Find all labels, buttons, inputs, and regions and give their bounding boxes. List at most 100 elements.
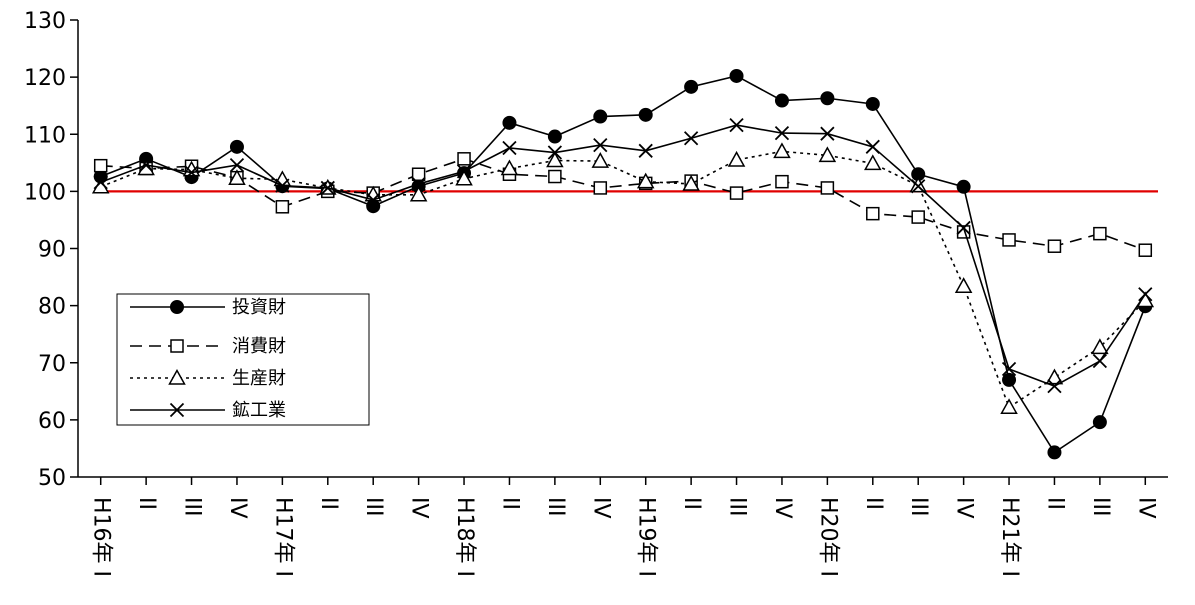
data-point <box>320 180 335 196</box>
x-tick-label: H18年 I <box>452 497 477 577</box>
y-tick-label: 60 <box>38 409 66 434</box>
x-tick-label: H17年 I <box>270 497 295 577</box>
legend-box <box>116 293 370 426</box>
y-tick-label: 100 <box>24 180 66 205</box>
data-point <box>500 159 519 176</box>
data-point <box>911 179 926 194</box>
x-tick-label: II <box>316 497 341 510</box>
series-group <box>91 68 1155 460</box>
data-point <box>228 169 246 185</box>
x-tick-label: IV <box>225 497 250 519</box>
data-point <box>1092 353 1108 369</box>
data-point <box>638 107 653 122</box>
data-point <box>411 176 426 192</box>
x-tick-label: H19年 I <box>634 497 659 577</box>
data-point <box>457 152 471 166</box>
data-point <box>184 165 199 180</box>
y-tick-label: 50 <box>38 466 66 491</box>
data-point <box>820 181 835 195</box>
data-point <box>1091 338 1109 355</box>
y-tick-label: 130 <box>24 9 66 34</box>
data-point <box>229 139 244 154</box>
x-tick-label: II <box>134 497 159 510</box>
data-point <box>1001 361 1017 377</box>
legend-label: 消費財 <box>232 336 286 357</box>
series-line <box>100 124 1146 388</box>
data-point <box>954 277 973 293</box>
y-tick-label: 110 <box>24 123 66 148</box>
data-point <box>775 174 789 189</box>
legend-label: 投資財 <box>232 297 286 318</box>
x-tick-label: IV <box>588 497 613 519</box>
data-point <box>682 174 700 191</box>
x-ticks: H16年 I II III IV H17年 I II III IV H18年 I II III IV H… <box>89 477 1158 577</box>
data-point <box>636 172 655 189</box>
data-point <box>548 169 562 184</box>
data-point <box>911 210 925 224</box>
x-tick-label: IV <box>407 497 432 519</box>
data-point <box>1045 368 1064 385</box>
x-tick-label: IV <box>952 497 977 519</box>
data-point <box>865 96 880 111</box>
data-point <box>1047 445 1062 460</box>
data-point <box>593 181 608 195</box>
data-point <box>683 131 699 146</box>
x-tick-label: II <box>1042 497 1067 510</box>
data-point <box>138 157 154 173</box>
x-tick-label: III <box>180 497 205 516</box>
x-tick-label: III <box>725 497 750 516</box>
data-point <box>275 178 290 193</box>
data-point <box>864 154 882 171</box>
data-point <box>593 109 608 124</box>
data-point <box>818 146 837 163</box>
y-tick-label: 120 <box>24 66 66 91</box>
data-point <box>411 167 426 181</box>
data-point <box>774 93 789 108</box>
data-point <box>93 175 108 190</box>
data-point <box>546 151 564 168</box>
series-4 <box>93 117 1153 394</box>
x-tick-label: IV <box>1133 497 1158 519</box>
data-point <box>1138 243 1153 257</box>
data-point <box>909 176 927 193</box>
x-tick-label: II <box>497 497 522 510</box>
legend-marker <box>170 300 184 314</box>
legend-label: 生産財 <box>232 368 286 389</box>
data-point <box>1093 226 1107 241</box>
y-tick-label: 70 <box>38 352 66 377</box>
data-point <box>455 169 473 186</box>
data-point <box>820 126 835 141</box>
data-point <box>865 139 880 154</box>
data-point <box>956 179 971 194</box>
data-point <box>547 145 563 160</box>
series-line <box>100 157 1146 251</box>
data-point <box>456 164 472 179</box>
data-point <box>956 220 971 236</box>
data-point <box>729 186 744 200</box>
x-tick-label: IV <box>770 497 795 519</box>
data-point <box>1092 415 1107 430</box>
data-point <box>409 185 428 202</box>
data-point <box>502 140 517 156</box>
data-point <box>684 79 699 94</box>
data-point <box>820 91 835 106</box>
data-point <box>729 68 744 83</box>
x-tick-label: III <box>1088 497 1113 516</box>
x-tick-label: III <box>906 497 931 516</box>
data-point <box>774 125 790 141</box>
y-tick-label: 90 <box>38 238 66 263</box>
x-tick-label: H20年 I <box>815 497 840 577</box>
data-point <box>1000 398 1018 415</box>
series-line <box>100 150 1146 409</box>
data-point <box>593 137 608 153</box>
x-tick-label: III <box>543 497 568 516</box>
x-tick-label: II <box>679 497 704 510</box>
series-2 <box>93 152 1153 257</box>
data-point <box>1002 233 1016 247</box>
data-point <box>275 200 290 214</box>
data-point <box>502 115 517 130</box>
data-point <box>229 157 245 173</box>
x-tick-label: H21年 I <box>997 497 1022 577</box>
